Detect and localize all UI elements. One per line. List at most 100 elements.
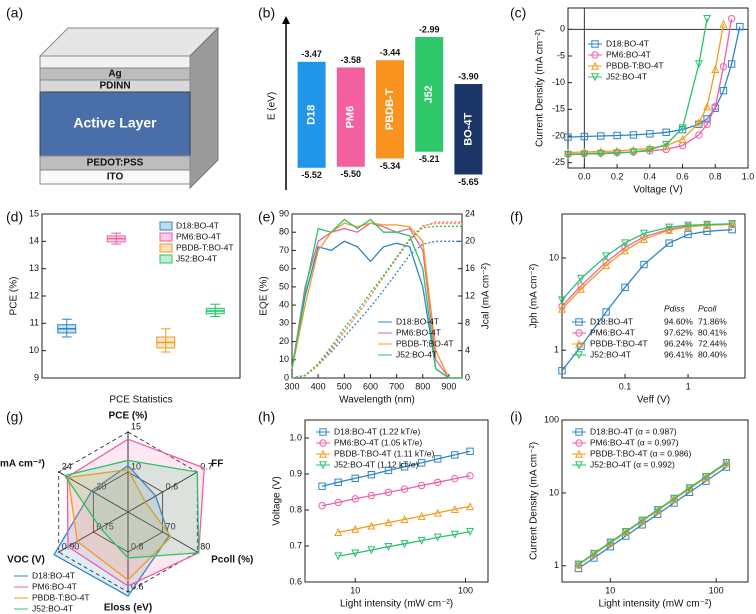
radar-tick: [161, 531, 164, 533]
marker: [621, 239, 630, 248]
series-line: [561, 228, 733, 372]
marker: [580, 147, 589, 156]
marker: [557, 304, 567, 313]
x-tick-label: 10: [350, 585, 360, 595]
homo-label: -5.52: [301, 170, 322, 180]
marker: [575, 318, 583, 326]
radar-tick: [92, 491, 95, 493]
legend-label: PM6:BO-4T: [396, 327, 441, 337]
y2-tick-label: 4: [465, 345, 470, 355]
table-cell: 71.86%: [698, 316, 727, 326]
marker: [319, 428, 327, 436]
x-axis-title: Wavelength (nm): [339, 395, 415, 406]
marker: [719, 86, 728, 95]
marker: [334, 478, 342, 486]
integrated-line: [291, 225, 462, 379]
energy-bar: [454, 84, 483, 175]
radar-tick-label: 80: [200, 541, 210, 551]
panel-label: (h): [258, 409, 275, 425]
marker: [665, 223, 674, 232]
radar-tick-label: 0.8: [131, 541, 144, 551]
legend-swatch: [159, 254, 173, 264]
radar-tick-label: 0.7: [200, 461, 213, 471]
marker: [367, 491, 376, 500]
marker: [597, 132, 605, 140]
legend-swatch: [159, 232, 173, 242]
y-axis-title: EQE (%): [259, 276, 270, 315]
legend-label: D18:BO-4T (1.22 kT/e): [334, 426, 420, 436]
legend-label: J52:BO-4T: [32, 603, 73, 613]
integrated-line: [291, 222, 462, 379]
marker: [574, 339, 584, 348]
legend-label: D18:BO-4T: [32, 570, 75, 580]
marker: [575, 439, 583, 447]
marker: [433, 508, 442, 517]
y-tick-label: 20: [279, 336, 289, 346]
radar-axis-label: JSC (mA cm⁻²): [0, 459, 45, 470]
y-tick-label: 70: [279, 245, 289, 255]
marker: [434, 478, 442, 486]
y-tick-label: 100: [544, 414, 559, 424]
y2-tick-label: 20: [465, 236, 475, 246]
marker: [638, 516, 647, 525]
x-tick-label: 100: [709, 585, 724, 595]
plot-frame: [304, 419, 489, 583]
x-tick-label: 0.8: [709, 171, 722, 181]
layer-label: Active Layer: [73, 115, 157, 131]
marker: [466, 472, 474, 480]
radar-series: [53, 464, 170, 597]
marker: [384, 466, 393, 475]
legend-label: J52:BO-4T: [396, 349, 437, 359]
marker: [334, 498, 342, 507]
y-tick-label: 0.6: [289, 576, 302, 586]
marker: [653, 506, 662, 515]
marker: [318, 461, 328, 470]
marker: [590, 61, 600, 70]
legend-label: J52:BO-4T (α = 0.992): [590, 459, 675, 469]
legend-label: PM6:BO-4T (α = 0.997): [590, 437, 679, 447]
radar-tick-label: 0.75: [96, 521, 114, 531]
series-line: [561, 223, 733, 310]
marker: [466, 447, 474, 456]
marker: [400, 463, 409, 471]
legend-swatch: [159, 221, 173, 231]
panel-label: (g): [6, 409, 23, 425]
marker: [563, 148, 573, 157]
marker: [318, 501, 326, 510]
radar-axis-label: FF: [211, 459, 223, 470]
marker: [719, 62, 728, 71]
marker: [591, 51, 599, 59]
marker: [451, 451, 459, 459]
marker: [736, 22, 744, 31]
marker: [417, 481, 426, 490]
marker: [701, 472, 710, 481]
y-tick-label: 80: [279, 227, 289, 237]
y-tick-label: 90: [279, 208, 289, 218]
energy-bar: [336, 67, 365, 167]
x-tick-label: 0.6: [676, 171, 689, 181]
marker: [334, 552, 343, 561]
marker: [727, 14, 736, 23]
legend-label: PM6:BO-4T: [590, 327, 635, 337]
marker: [351, 474, 359, 483]
fit-line: [578, 466, 727, 570]
legend-label: J52:BO-4T (1.12 kT/e): [334, 459, 419, 469]
marker: [613, 149, 622, 158]
marker: [678, 134, 687, 143]
marker: [602, 261, 611, 270]
radar-tick: [92, 531, 95, 533]
legend-label: D18:BO-4T: [176, 220, 219, 230]
radar-tick: [57, 551, 60, 553]
marker: [351, 495, 359, 503]
marker: [367, 546, 376, 555]
legend-label: PBDB-T:BO-4T: [176, 242, 234, 252]
y2-tick-label: 12: [465, 290, 475, 300]
legend-label: PM6:BO-4T: [32, 581, 77, 591]
category-label: J52: [423, 85, 435, 103]
marker: [318, 482, 326, 490]
fit-line: [578, 462, 727, 565]
marker: [665, 225, 674, 234]
device-schematic: (a) Ag PDINN Active Layer PEDOT:PSS ITO: [6, 5, 220, 190]
y2-axis-title: Jcal (mA cm⁻²): [481, 263, 492, 329]
